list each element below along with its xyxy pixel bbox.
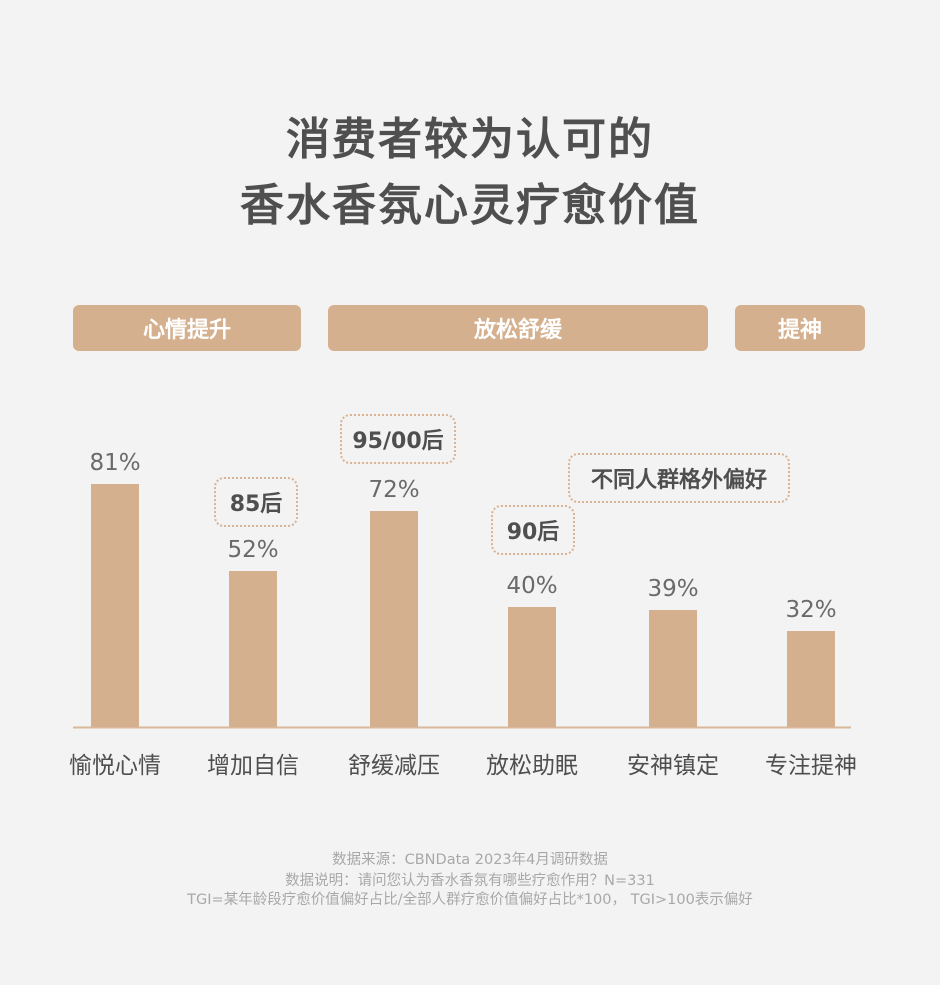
bar	[370, 511, 418, 727]
x-tick-label: 专注提神	[765, 753, 857, 779]
bar-value-label: 32%	[785, 597, 836, 623]
x-tick-label: 增加自信	[207, 753, 299, 779]
footnote-source: 数据来源：CBNData 2023年4月调研数据	[332, 852, 608, 868]
bar	[91, 484, 139, 727]
bar-value-label: 52%	[227, 537, 278, 563]
bar	[649, 610, 697, 727]
bar-value-label: 81%	[89, 450, 140, 476]
bar	[787, 631, 835, 727]
group-label-mood-boost: 心情提升	[73, 305, 301, 351]
callout-group-preference: 不同人群格外偏好	[568, 453, 790, 503]
x-tick-label: 舒缓减压	[348, 753, 440, 779]
footnote-tgi-definition: TGI=某年龄段疗愈价值偏好占比/全部人群疗愈价值偏好占比*100， TGI>1…	[187, 892, 753, 908]
bar	[508, 607, 556, 727]
callout-90s: 90后	[491, 505, 575, 555]
footnote-question: 数据说明：请问您认为香水香氛有哪些疗愈作用？N=331	[285, 873, 655, 889]
chart-title-line-1: 消费者较为认可的	[286, 114, 654, 165]
callout-85s: 85后	[214, 477, 298, 527]
bar	[229, 571, 277, 727]
group-label-relax-soothe: 放松舒缓	[328, 305, 708, 351]
chart-title-line-2: 香水香氛心灵疗愈价值	[240, 180, 700, 231]
group-label-refresh: 提神	[735, 305, 865, 351]
bar-value-label: 72%	[368, 477, 419, 503]
x-tick-label: 放松助眠	[486, 753, 578, 779]
bar-value-label: 39%	[647, 576, 698, 602]
callout-95-00s: 95/00后	[340, 414, 456, 464]
bar-value-label: 40%	[506, 573, 557, 599]
x-tick-label: 愉悦心情	[69, 753, 161, 779]
x-tick-label: 安神镇定	[627, 753, 719, 779]
